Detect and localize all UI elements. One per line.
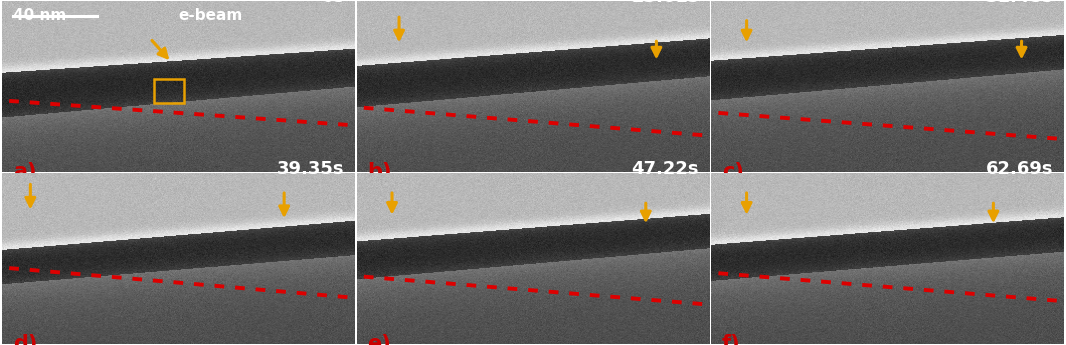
Text: b): b) (368, 162, 392, 182)
Text: 62.69s: 62.69s (986, 160, 1053, 178)
Text: 40 nm: 40 nm (13, 8, 66, 23)
Text: e): e) (368, 334, 391, 345)
Bar (154, 79, 183, 104)
Text: 47.22s: 47.22s (631, 160, 698, 178)
Text: 23.61s: 23.61s (631, 0, 698, 6)
Text: a): a) (13, 162, 36, 182)
Text: f): f) (722, 334, 741, 345)
Text: e-beam: e-beam (178, 8, 243, 23)
Text: d): d) (13, 334, 37, 345)
Text: 0s: 0s (321, 0, 344, 6)
Text: c): c) (722, 162, 744, 182)
Text: 31.48s: 31.48s (986, 0, 1053, 6)
Text: 39.35s: 39.35s (276, 160, 344, 178)
